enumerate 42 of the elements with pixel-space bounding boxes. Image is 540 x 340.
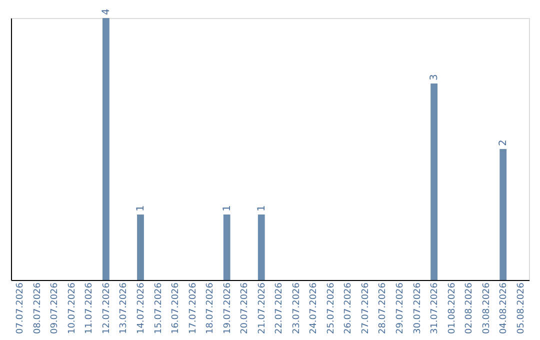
x-tick-label: 29.07.2026: [396, 282, 406, 334]
x-tick-label: 18.07.2026: [206, 282, 216, 334]
x-tick-label: 19.07.2026: [222, 282, 233, 334]
bar: [223, 214, 230, 280]
x-tick-label: 21.07.2026: [257, 282, 268, 334]
x-tick-label: 10.07.2026: [67, 282, 78, 334]
x-tick-label: 03.08.2026: [482, 282, 492, 334]
x-tick-label: 15.07.2026: [154, 282, 164, 334]
bar: [500, 149, 507, 280]
bar: [102, 18, 110, 280]
x-tick-label: 08.07.2026: [32, 282, 43, 334]
data-label: 1: [136, 205, 146, 212]
x-tick-label: 12.07.2026: [102, 282, 112, 334]
x-tick-label: 13.07.2026: [119, 282, 130, 334]
data-label: 3: [429, 74, 440, 80]
x-tick-label: 23.07.2026: [292, 282, 302, 334]
x-tick-label: 09.07.2026: [50, 282, 60, 334]
x-tick-label: 28.07.2026: [378, 282, 388, 334]
x-tick-label: 02.08.2026: [464, 282, 475, 334]
bar: [430, 84, 438, 280]
x-tick-label: 22.07.2026: [274, 282, 285, 334]
x-tick-label: 04.08.2026: [499, 282, 510, 334]
x-tick-label: 31.07.2026: [430, 282, 440, 334]
x-tick-label: 20.07.2026: [240, 282, 250, 334]
bar: [137, 214, 144, 280]
x-tick-label: 27.07.2026: [360, 282, 371, 334]
x-tick-label: 01.08.2026: [447, 282, 458, 334]
data-label: 4: [100, 8, 112, 15]
x-tick-label: 26.07.2026: [344, 282, 354, 334]
x-tick-label: 24.07.2026: [309, 282, 320, 334]
data-label: 2: [498, 140, 510, 146]
bar: [258, 214, 265, 280]
x-tick-label: 16.07.2026: [171, 282, 182, 334]
x-tick-label: 14.07.2026: [136, 282, 146, 334]
x-tick-label: 30.07.2026: [412, 282, 423, 334]
data-label: 1: [222, 205, 233, 212]
data-label: 1: [256, 205, 268, 212]
x-tick-label: 17.07.2026: [188, 282, 198, 334]
x-tick-label: 25.07.2026: [326, 282, 336, 334]
x-tick-label: 05.08.2026: [516, 282, 526, 334]
x-tick-label: 11.07.2026: [84, 282, 95, 334]
x-tick-label: 07.07.2026: [16, 282, 26, 334]
